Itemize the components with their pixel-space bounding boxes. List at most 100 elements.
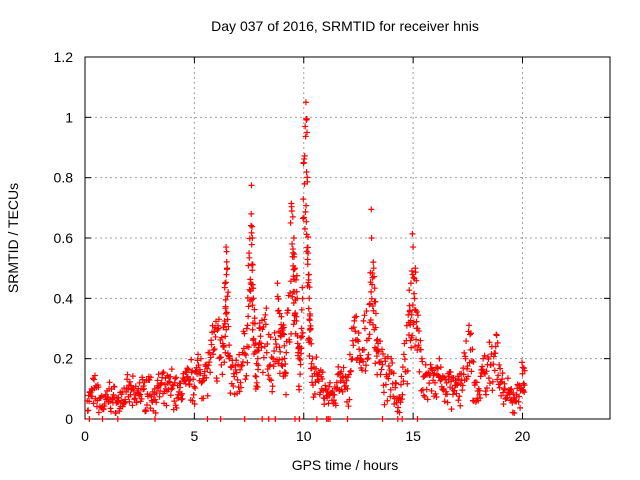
data-point — [303, 202, 310, 209]
data-point — [188, 369, 195, 376]
data-point — [90, 376, 97, 383]
data-point — [282, 361, 289, 368]
data-point — [348, 356, 355, 363]
data-point — [335, 363, 342, 370]
data-point — [459, 382, 466, 389]
data-point — [147, 374, 154, 381]
x-tick-label: 10 — [296, 428, 312, 444]
data-point — [174, 395, 181, 402]
data-point — [305, 305, 312, 312]
data-point — [369, 281, 376, 288]
data-point — [381, 401, 388, 408]
data-point — [282, 369, 289, 376]
data-point — [303, 231, 310, 238]
data-point — [291, 266, 298, 273]
data-point — [274, 280, 281, 287]
data-point — [277, 333, 284, 340]
data-point — [275, 307, 282, 314]
data-point — [258, 317, 265, 324]
data-point — [498, 392, 505, 399]
data-point — [370, 321, 377, 328]
data-point — [292, 276, 299, 283]
data-point — [246, 286, 253, 293]
data-point — [492, 350, 499, 357]
data-point — [442, 376, 449, 383]
axis-ticks — [84, 56, 610, 420]
data-point — [410, 274, 417, 281]
data-point — [167, 392, 174, 399]
data-point — [355, 329, 362, 336]
data-point — [304, 129, 311, 136]
data-point — [489, 387, 496, 394]
data-point — [511, 409, 518, 416]
y-tick-label: 0.6 — [54, 230, 74, 246]
data-point — [177, 380, 184, 387]
data-point — [241, 330, 248, 337]
data-point — [491, 367, 498, 374]
data-point — [287, 278, 294, 285]
data-point — [205, 349, 212, 356]
data-point — [136, 379, 143, 386]
data-point — [190, 391, 197, 398]
data-point — [129, 402, 136, 409]
data-point — [400, 378, 407, 385]
data-point — [375, 348, 382, 355]
data-point — [362, 362, 369, 369]
data-point — [212, 333, 219, 340]
data-point — [241, 416, 248, 422]
data-point — [460, 371, 467, 378]
data-point — [124, 371, 131, 378]
data-point — [125, 382, 132, 389]
data-point — [98, 392, 105, 399]
data-point — [215, 316, 222, 323]
data-point — [280, 330, 287, 337]
data-point — [101, 402, 108, 409]
data-point — [486, 339, 493, 346]
data-point — [473, 379, 480, 386]
data-point — [305, 234, 312, 241]
data-point — [278, 362, 285, 369]
data-point — [307, 325, 314, 332]
data-point — [192, 384, 199, 391]
data-point — [287, 219, 294, 226]
data-point — [249, 326, 256, 333]
y-tick-label: 1 — [65, 109, 73, 125]
data-point — [288, 208, 295, 215]
data-point — [439, 386, 446, 393]
data-point — [245, 344, 252, 351]
data-point — [299, 333, 306, 340]
data-point — [178, 396, 185, 403]
data-point — [398, 373, 405, 380]
data-point — [320, 387, 327, 394]
data-point — [242, 351, 249, 358]
data-point — [249, 223, 256, 230]
data-point — [285, 307, 292, 314]
data-point — [397, 381, 404, 388]
data-point — [500, 401, 507, 408]
data-point — [153, 390, 160, 397]
data-point — [289, 240, 296, 247]
data-point — [300, 160, 307, 167]
data-point — [203, 374, 210, 381]
data-point — [239, 362, 246, 369]
data-point — [301, 152, 308, 159]
data-point — [444, 391, 451, 398]
data-point — [197, 370, 204, 377]
data-point — [136, 392, 143, 399]
x-tick-label: 0 — [81, 428, 89, 444]
data-point — [143, 402, 150, 409]
data-point — [269, 388, 276, 395]
data-point — [481, 352, 488, 359]
data-point — [245, 262, 252, 269]
data-point — [222, 303, 229, 310]
data-point — [389, 359, 396, 366]
data-point — [99, 416, 106, 422]
data-point — [253, 379, 260, 386]
data-point — [310, 394, 317, 401]
data-point — [304, 261, 311, 268]
data-point — [298, 306, 305, 313]
data-point — [207, 354, 214, 361]
data-point — [173, 404, 180, 411]
data-point — [485, 356, 492, 363]
data-point — [441, 398, 448, 405]
